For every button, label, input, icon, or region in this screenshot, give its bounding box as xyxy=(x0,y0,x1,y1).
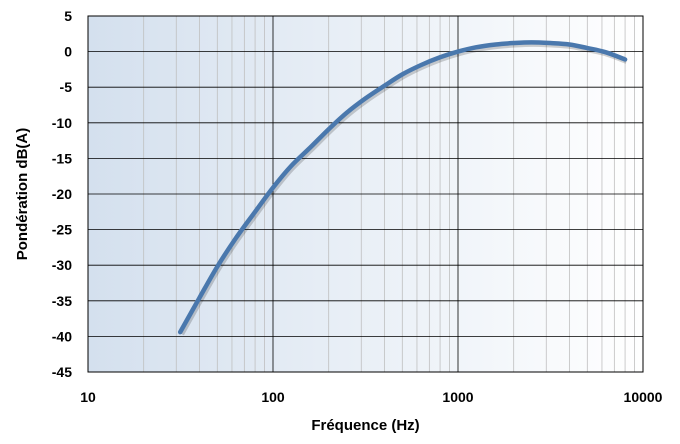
x-tick-label: 10000 xyxy=(624,389,663,405)
y-tick-label: -20 xyxy=(52,186,72,202)
y-tick-labels: 5 0 -5 -10 -15 -20 -25 -30 -35 -40 -45 xyxy=(52,8,72,380)
y-tick-label: -10 xyxy=(52,115,72,131)
y-tick-label: 5 xyxy=(64,8,72,24)
y-tick-label: -25 xyxy=(52,222,72,238)
y-tick-label: 0 xyxy=(64,44,72,60)
y-tick-label: -5 xyxy=(60,79,73,95)
x-tick-label: 10 xyxy=(80,389,96,405)
series-layer xyxy=(177,40,628,336)
series-line xyxy=(177,40,628,335)
plot-border xyxy=(87,15,644,373)
x-tick-label: 100 xyxy=(261,389,285,405)
y-tick-label: -40 xyxy=(52,328,72,344)
y-tick-label: -35 xyxy=(52,293,72,309)
x-tick-labels: 10 100 1000 10000 xyxy=(80,389,662,405)
y-tick-label: -45 xyxy=(52,364,72,380)
x-tick-label: 1000 xyxy=(442,389,473,405)
y-tick-label: -15 xyxy=(52,150,72,166)
x-axis-title: Fréquence (Hz) xyxy=(311,417,419,434)
y-axis-title: Pondération dB(A) xyxy=(14,128,31,261)
y-tick-label: -30 xyxy=(52,257,72,273)
